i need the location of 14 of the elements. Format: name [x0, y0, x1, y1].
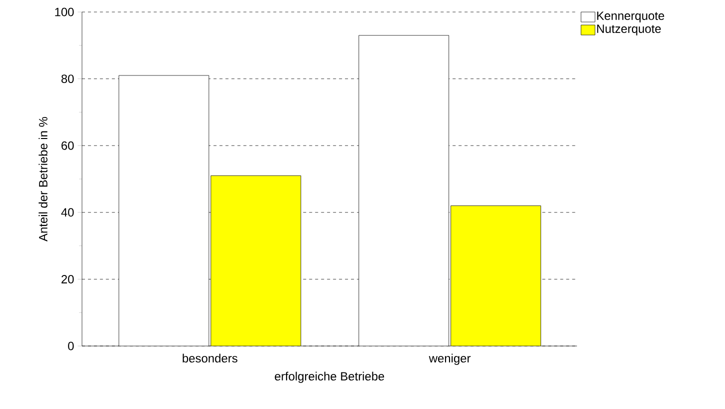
y-tick-label: 80 — [61, 74, 74, 84]
y-tick-label: 20 — [62, 274, 74, 284]
y-axis-title: Anteil der Betriebe in % — [38, 116, 48, 242]
y-tick-label: 60 — [62, 141, 74, 150]
bar — [450, 206, 542, 346]
x-tick-label: weniger — [428, 354, 471, 365]
y-tick-label: 40 — [61, 208, 74, 217]
legend-label: Nutzerquote — [597, 24, 661, 36]
text: Kennerquote — [597, 12, 664, 22]
bar — [210, 176, 301, 346]
y-tick-label: 100 — [55, 8, 74, 16]
x-tick-label: besonders — [182, 354, 238, 363]
x-axis-title: erfolgreiche Betriebe — [274, 372, 384, 383]
y-tick-label: 0 — [68, 342, 74, 350]
